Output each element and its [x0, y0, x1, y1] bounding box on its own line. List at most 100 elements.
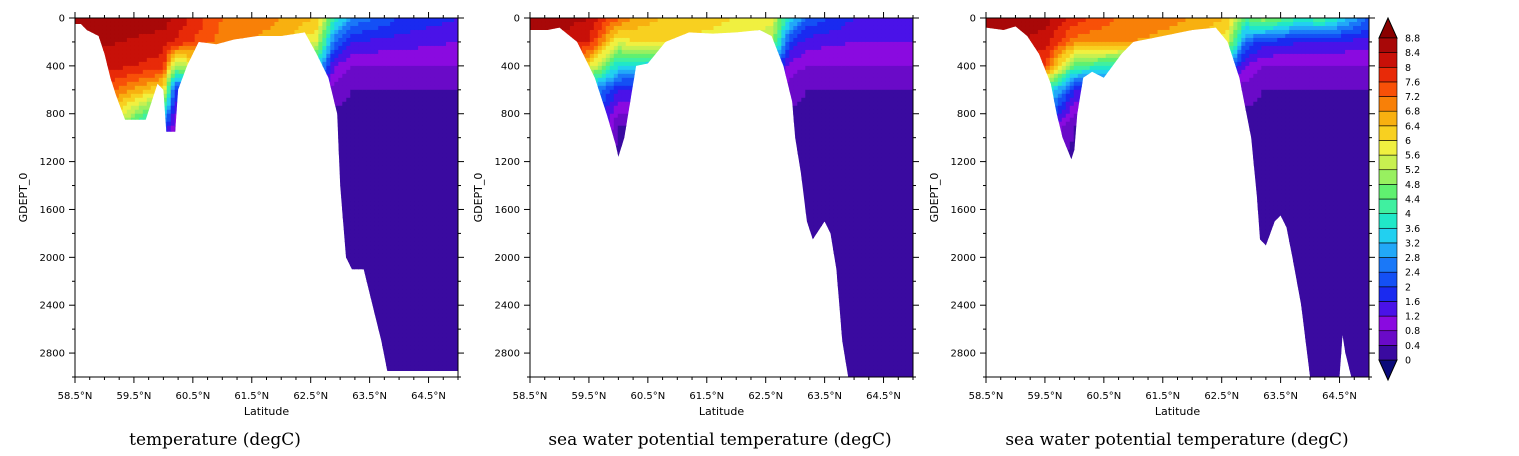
- field-cell: [150, 321, 156, 326]
- field-cell: [258, 313, 264, 318]
- field-cell: [126, 109, 132, 115]
- field-cell: [258, 285, 264, 290]
- field-cell: [218, 337, 224, 342]
- field-cell: [270, 329, 276, 334]
- field-cell: [98, 317, 104, 322]
- field-cell: [250, 105, 256, 111]
- field-cell: [162, 249, 168, 254]
- field-cell: [202, 305, 208, 310]
- field-cell: [194, 77, 200, 83]
- field-cell: [230, 21, 236, 27]
- field-cell: [122, 77, 128, 83]
- field-cell: [238, 129, 244, 135]
- field-cell: [186, 325, 192, 330]
- field-cell: [98, 205, 104, 211]
- field-cell: [94, 245, 100, 250]
- field-cell: [278, 273, 284, 278]
- field-cell: [142, 41, 148, 47]
- field-cell: [82, 241, 88, 246]
- field-cell: [238, 165, 244, 171]
- field-cell: [230, 121, 236, 127]
- field-cell: [146, 237, 152, 242]
- field-cell: [102, 157, 108, 163]
- field-cell: [282, 277, 288, 282]
- field-cell: [122, 69, 128, 75]
- field-cell: [222, 177, 228, 183]
- field-cell: [150, 217, 156, 223]
- field-cell: [182, 69, 188, 75]
- field-cell: [218, 273, 224, 278]
- field-cell: [162, 61, 168, 67]
- field-cell: [78, 85, 84, 91]
- field-cell: [194, 21, 200, 27]
- field-cell: [226, 201, 232, 207]
- field-cell: [78, 181, 84, 187]
- field-cell: [206, 369, 212, 371]
- field-cell: [90, 173, 96, 179]
- field-cell: [142, 265, 148, 270]
- field-cell: [230, 277, 236, 282]
- field-cell: [278, 269, 284, 274]
- field-cell: [250, 81, 256, 87]
- field-cell: [226, 189, 232, 195]
- field-cell: [146, 313, 152, 318]
- field-cell: [130, 97, 136, 103]
- field-cell: [274, 153, 280, 159]
- field-cell: [202, 309, 208, 314]
- field-cell: [266, 133, 272, 139]
- field-cell: [138, 273, 144, 278]
- field-cell: [106, 101, 112, 107]
- field-cell: [162, 197, 168, 203]
- field-cell: [98, 241, 104, 246]
- field-cell: [90, 25, 96, 31]
- field-cell: [214, 273, 220, 278]
- field-cell: [102, 265, 108, 270]
- field-cell: [182, 313, 188, 318]
- field-cell: [266, 317, 272, 322]
- field-cell: [174, 213, 180, 219]
- field-cell: [110, 113, 116, 119]
- field-cell: [210, 201, 216, 207]
- field-cell: [178, 45, 184, 51]
- field-cell: [134, 229, 140, 234]
- field-cell: [174, 313, 180, 318]
- field-cell: [106, 169, 112, 175]
- field-cell: [178, 137, 184, 143]
- field-cell: [186, 301, 192, 306]
- field-cell: [142, 329, 148, 334]
- field-cell: [75, 369, 80, 371]
- field-cell: [278, 57, 284, 63]
- field-cell: [282, 105, 288, 111]
- field-cell: [266, 229, 272, 234]
- field-cell: [286, 253, 292, 258]
- field-cell: [90, 125, 96, 131]
- field-cell: [86, 297, 92, 302]
- field-cell: [286, 177, 292, 183]
- field-cell: [86, 57, 92, 63]
- field-cell: [166, 85, 172, 91]
- field-cell: [178, 293, 184, 298]
- field-cell: [214, 277, 220, 282]
- field-cell: [75, 329, 80, 334]
- field-cell: [118, 313, 124, 318]
- field-cell: [242, 141, 248, 147]
- field-cell: [262, 49, 268, 55]
- field-cell: [242, 261, 248, 266]
- field-cell: [198, 309, 204, 314]
- field-cell: [118, 117, 124, 123]
- field-cell: [266, 325, 272, 330]
- field-cell: [186, 265, 192, 270]
- field-cell: [290, 193, 296, 199]
- field-cell: [102, 121, 108, 127]
- field-cell: [186, 49, 192, 55]
- field-cell: [174, 117, 180, 123]
- field-cell: [234, 293, 240, 298]
- field-cell: [290, 189, 296, 195]
- field-cell: [94, 169, 100, 175]
- field-cell: [158, 333, 164, 338]
- field-cell: [210, 61, 216, 67]
- field-cell: [98, 353, 104, 358]
- field-cell: [170, 53, 176, 59]
- field-cell: [126, 301, 132, 306]
- field-cell: [110, 181, 116, 187]
